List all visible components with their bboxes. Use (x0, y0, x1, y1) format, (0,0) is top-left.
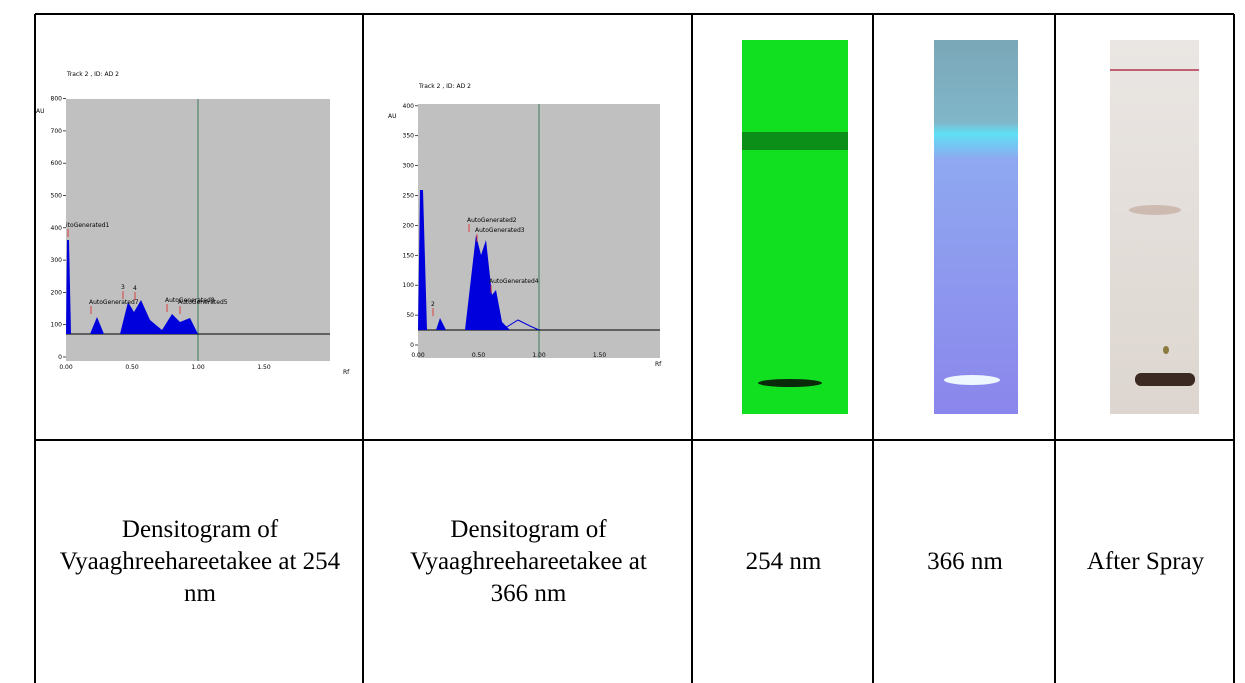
y-tick-label: 50 (406, 312, 414, 319)
y-tick-label: 600 (51, 160, 63, 167)
y-tick-label: 400 (51, 225, 63, 232)
y-tick-label: 700 (51, 128, 63, 135)
y-unit: AU (36, 108, 45, 115)
plate-spray (1110, 40, 1199, 414)
peak-label: AutoGenerated5 (178, 299, 228, 306)
y-tick-label: 800 (51, 96, 63, 103)
plate-366 (934, 40, 1018, 414)
caption: 366 nm (927, 547, 1003, 575)
x-tick-label: 0.50 (472, 352, 486, 359)
caption: 254 nm (745, 547, 822, 575)
y-tick-label: 300 (51, 257, 63, 264)
x-unit: Rf (655, 361, 662, 368)
y-tick-label: 200 (51, 289, 63, 296)
y-tick-label: 0 (410, 342, 414, 349)
x-unit: Rf (343, 369, 350, 376)
x-tick-label: 0.00 (411, 352, 425, 359)
y-unit: AU (388, 113, 397, 120)
grid-lines (34, 13, 1235, 683)
y-tick-label: 400 (403, 103, 415, 110)
plate-254 (742, 40, 848, 414)
caption-cell: Densitogram of Vyaaghreehareetakee at 36… (365, 440, 692, 683)
caption-cell: 366 nm (875, 440, 1055, 683)
peak-label: AutoGenerated7 (89, 299, 139, 306)
peak-area (66, 240, 198, 334)
x-tick-label: 1.50 (257, 364, 271, 371)
peak-label: 3 (121, 284, 125, 291)
y-tick-label: 300 (403, 163, 415, 170)
densitogram-2 (418, 104, 660, 358)
x-tick-label: 0.50 (125, 364, 139, 371)
x-tick-label: 1.00 (532, 352, 546, 359)
caption: Densitogram of Vyaaghreehareetakee at 36… (410, 515, 647, 607)
peak-label: AutoGenerated2 (467, 217, 517, 224)
peak-label: AutoGenerated3 (475, 227, 525, 234)
x-tick-label: 0.00 (59, 364, 73, 371)
densitogram-1 (66, 99, 330, 361)
y-tick-label: 250 (403, 193, 415, 200)
peak-label: 2 (431, 301, 435, 308)
caption: After Spray (1086, 547, 1205, 575)
peak-label: AutoGenerated8 (165, 297, 215, 304)
chart-title: Track 2 , ID: AD 2 (66, 71, 119, 78)
x-tick-label: 1.00 (191, 364, 205, 371)
y-tick-label: 350 (403, 133, 415, 140)
peak-area (418, 190, 510, 330)
caption-cell: 254 nm (694, 440, 873, 683)
y-tick-label: 200 (403, 222, 415, 229)
x-tick-label: 1.50 (593, 352, 607, 359)
y-tick-label: 150 (403, 252, 415, 259)
y-tick-label: 500 (51, 193, 63, 200)
peak-label: 4 (133, 285, 137, 292)
chart-title: Track 2 , ID: AD 2 (418, 83, 471, 90)
y-tick-label: 0 (58, 354, 62, 361)
y-tick-label: 100 (51, 322, 63, 329)
caption-cell: Densitogram of Vyaaghreehareetakee at 25… (37, 440, 363, 683)
peak-label: AutoGenerated4 (489, 278, 539, 285)
y-tick-label: 100 (403, 282, 415, 289)
peak-label: itoGenerated1 (66, 222, 110, 229)
caption: Densitogram of Vyaaghreehareetakee at 25… (59, 515, 341, 607)
caption-cell: After Spray (1057, 440, 1234, 683)
